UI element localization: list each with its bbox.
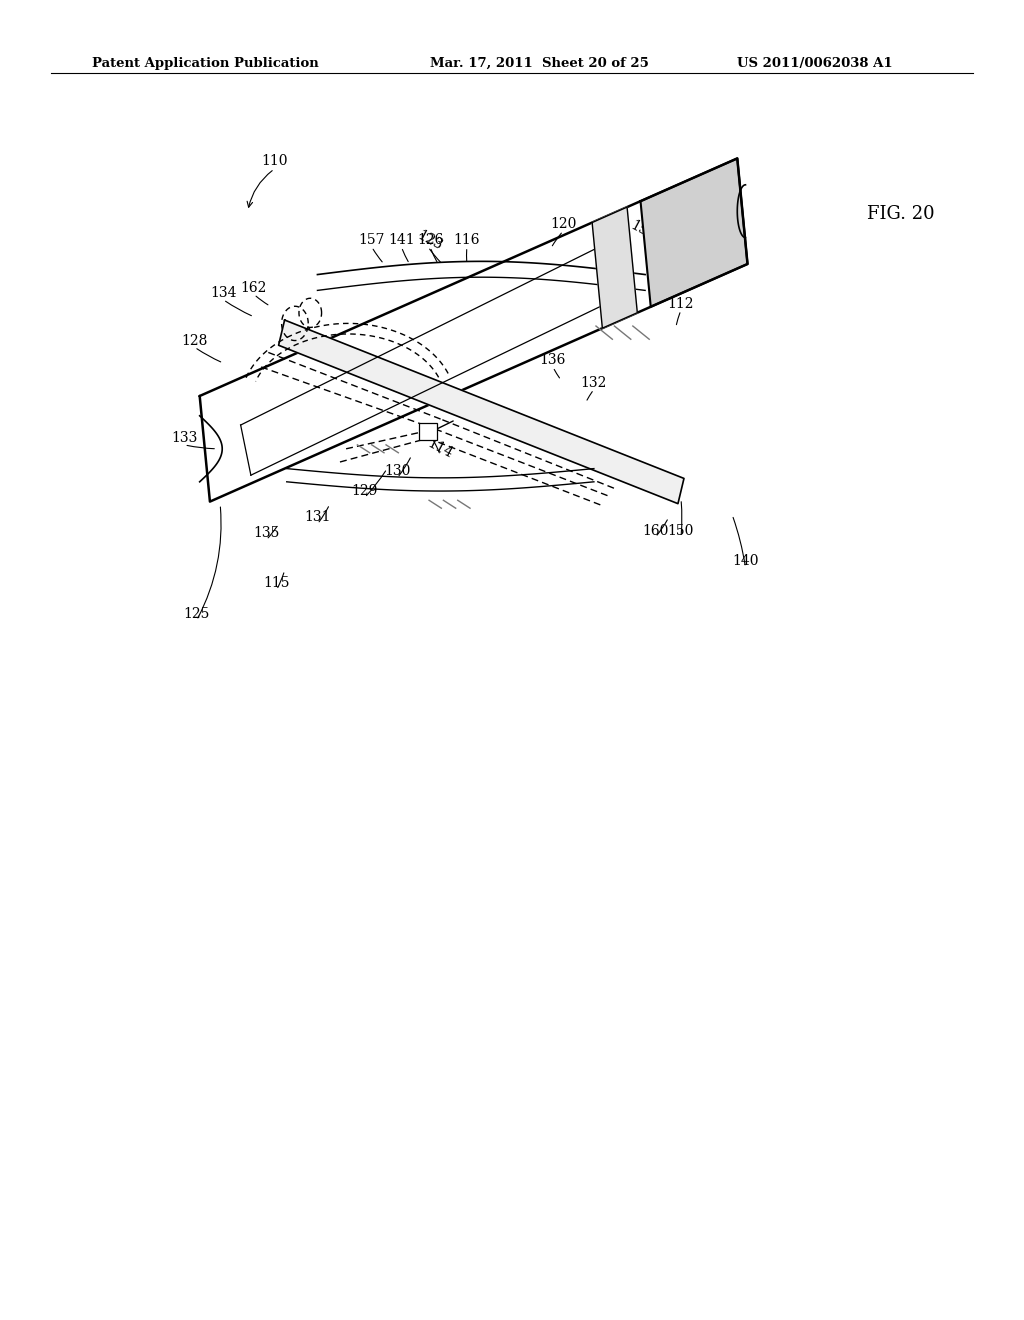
- Text: 130: 130: [384, 465, 411, 478]
- Text: 112: 112: [668, 297, 694, 310]
- Bar: [419, 422, 437, 440]
- Text: US 2011/0062038 A1: US 2011/0062038 A1: [737, 57, 893, 70]
- Text: 140: 140: [732, 554, 759, 568]
- Polygon shape: [592, 207, 637, 329]
- Text: 129: 129: [351, 484, 378, 498]
- Text: 162: 162: [241, 281, 267, 294]
- Text: 114: 114: [425, 437, 456, 461]
- Text: Mar. 17, 2011  Sheet 20 of 25: Mar. 17, 2011 Sheet 20 of 25: [430, 57, 649, 70]
- Text: 126: 126: [417, 234, 443, 247]
- Text: 115: 115: [263, 577, 290, 590]
- Text: 128: 128: [181, 334, 208, 347]
- Text: 136: 136: [540, 354, 566, 367]
- Text: 157: 157: [358, 234, 385, 247]
- Text: 135: 135: [253, 527, 280, 540]
- Text: 132: 132: [581, 376, 607, 389]
- Text: 160: 160: [642, 524, 669, 537]
- Text: 120: 120: [550, 218, 577, 231]
- Polygon shape: [279, 319, 684, 504]
- Text: 134: 134: [210, 286, 237, 300]
- Text: 125: 125: [183, 607, 210, 620]
- Text: 141: 141: [388, 234, 415, 247]
- Text: 116: 116: [454, 234, 480, 247]
- Polygon shape: [641, 158, 748, 306]
- Text: 131: 131: [304, 511, 331, 524]
- Text: 150: 150: [668, 524, 694, 537]
- Text: 110: 110: [261, 154, 288, 168]
- Text: 123: 123: [415, 228, 445, 252]
- Text: 133: 133: [171, 432, 198, 445]
- Text: 151: 151: [628, 219, 658, 243]
- Text: FIG. 20: FIG. 20: [867, 205, 935, 223]
- Text: Patent Application Publication: Patent Application Publication: [92, 57, 318, 70]
